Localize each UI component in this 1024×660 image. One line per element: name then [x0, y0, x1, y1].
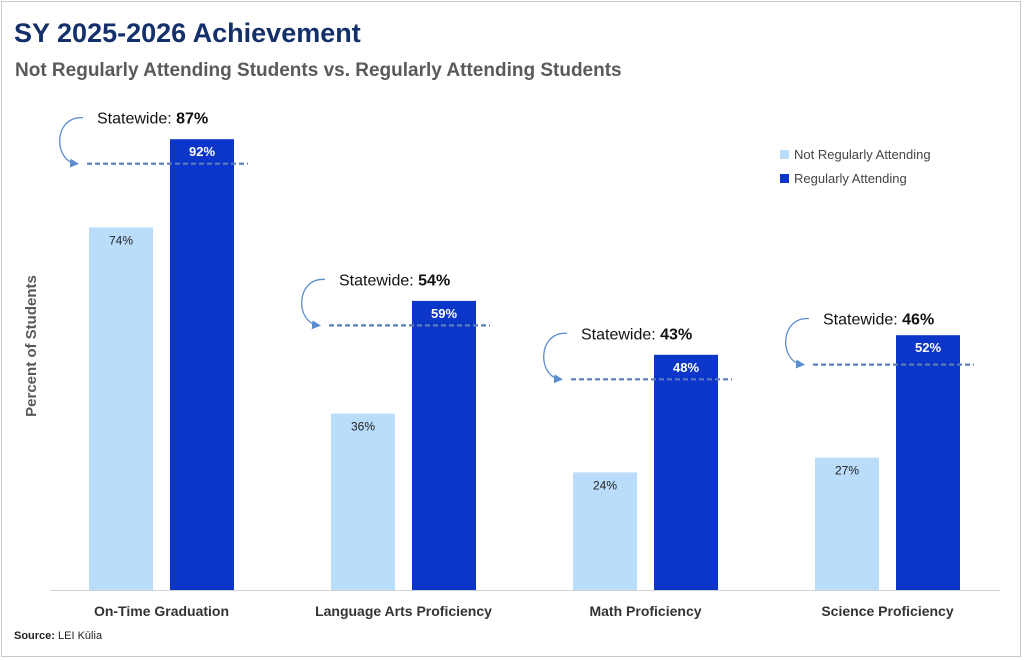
legend-swatch	[780, 150, 789, 159]
bar-value-label: 52%	[915, 340, 941, 355]
statewide-value: 43%	[660, 326, 692, 343]
source-label: Source:	[14, 630, 55, 642]
bar-value-label: 36%	[351, 420, 375, 434]
legend-label: Regularly Attending	[794, 171, 907, 186]
bar-value-label: 27%	[835, 464, 859, 478]
statewide-label: Statewide: 46%	[823, 312, 934, 329]
statewide-arrow-icon	[543, 332, 568, 384]
bar-value-label: 59%	[431, 306, 457, 321]
bar-regularly-attending	[896, 335, 960, 590]
y-axis-label: Percent of Students	[23, 275, 40, 417]
statewide-value: 54%	[418, 272, 450, 289]
legend: Not Regularly Attending Regularly Attendi…	[780, 147, 931, 186]
statewide-arrow-icon	[59, 117, 84, 168]
bar-regularly-attending	[654, 354, 718, 590]
source-text: LEI Kūlia	[58, 630, 103, 642]
statewide-arrow-icon	[785, 317, 810, 369]
bar-not-regularly-attending	[573, 472, 637, 590]
chart-title: SY 2025-2026 Achievement	[14, 18, 361, 48]
chart-subtitle: Not Regularly Attending Students vs. Reg…	[15, 60, 622, 81]
bar-not-regularly-attending	[331, 413, 395, 590]
x-tick-label: Math Proficiency	[589, 603, 701, 619]
legend-label: Not Regularly Attending	[794, 147, 931, 162]
statewide-label: Statewide: 54%	[339, 272, 450, 289]
statewide-value: 87%	[176, 111, 208, 128]
bar-value-label: 48%	[673, 360, 699, 375]
statewide-value: 46%	[902, 312, 934, 329]
x-tick-label: Science Proficiency	[821, 603, 954, 619]
bar-value-label: 92%	[189, 144, 215, 159]
statewide-label: Statewide: 43%	[581, 326, 692, 343]
source-note: Source: LEI Kūlia	[14, 630, 102, 642]
statewide-arrow-icon	[301, 278, 326, 330]
x-tick-label: On-Time Graduation	[94, 603, 229, 619]
bar-regularly-attending	[412, 300, 476, 590]
x-tick-label: Language Arts Proficiency	[315, 603, 492, 619]
bar-not-regularly-attending	[815, 457, 879, 590]
legend-swatch	[780, 174, 789, 183]
bar-regularly-attending	[170, 139, 234, 590]
bar-not-regularly-attending	[89, 227, 153, 590]
bar-value-label: 24%	[593, 478, 617, 492]
statewide-label: Statewide: 87%	[97, 111, 208, 128]
bar-value-label: 74%	[109, 233, 133, 247]
